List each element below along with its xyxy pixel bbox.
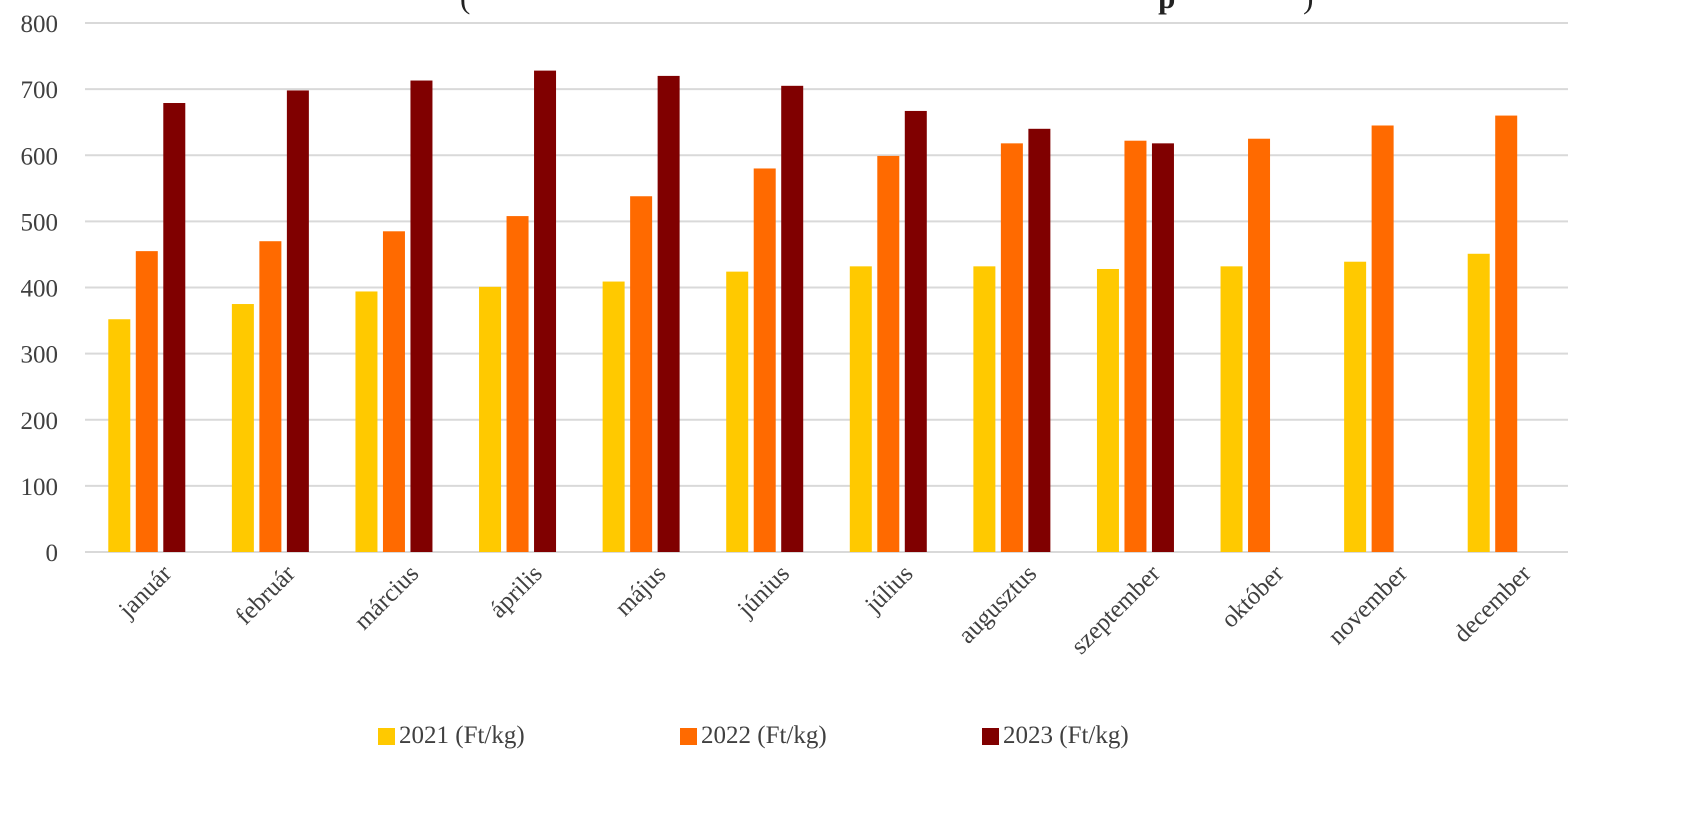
- bar-2022-2: [259, 241, 282, 552]
- bar-2023-1: [163, 103, 186, 552]
- legend-label-2021: 2021 (Ft/kg): [399, 722, 525, 749]
- x-category-label-9: szeptember: [1066, 560, 1166, 660]
- legend: 2021 (Ft/kg) 2022 (Ft/kg) 2023 (Ft/kg): [0, 722, 1685, 762]
- bar-2022-5: [630, 196, 653, 552]
- bar-2023-4: [534, 70, 557, 553]
- x-category-label-1: január: [113, 560, 177, 624]
- bar-2021-9: [1096, 268, 1119, 552]
- y-tick-label-600: 600: [21, 143, 59, 170]
- bar-2023-3: [410, 80, 433, 552]
- chart-title-bold: p: [1158, 0, 1175, 15]
- legend-label-2022: 2022 (Ft/kg): [701, 722, 827, 749]
- bar-2023-2: [286, 90, 309, 552]
- bar-2021-1: [108, 319, 131, 552]
- x-category-label-2: február: [230, 560, 301, 631]
- bar-2021-11: [1344, 261, 1367, 552]
- bar-2023-9: [1151, 143, 1174, 552]
- y-tick-label-800: 800: [21, 11, 59, 38]
- x-category-label-12: december: [1449, 560, 1537, 648]
- x-category-label-10: október: [1216, 560, 1290, 634]
- bar-2022-6: [753, 168, 776, 552]
- x-category-label-11: november: [1323, 560, 1413, 650]
- x-category-label-8: augusztus: [953, 560, 1042, 649]
- legend-swatch-2023: [982, 727, 999, 745]
- bar-2023-5: [657, 75, 680, 553]
- bar-2021-5: [602, 281, 625, 552]
- y-tick-label-300: 300: [21, 342, 59, 369]
- y-tick-label-200: 200: [21, 408, 59, 435]
- x-category-label-6: június: [732, 560, 795, 623]
- bar-2021-12: [1467, 253, 1490, 552]
- bar-2021-4: [479, 286, 502, 552]
- chart-title-prefix: (: [460, 0, 470, 15]
- gridlines: [85, 22, 1568, 553]
- bar-2021-3: [355, 291, 378, 552]
- y-tick-label-700: 700: [21, 77, 59, 104]
- bar-2022-1: [135, 251, 158, 552]
- bar-2021-2: [231, 304, 254, 552]
- y-tick-label-500: 500: [21, 209, 59, 236]
- x-category-label-5: május: [610, 560, 671, 621]
- bar-2022-12: [1495, 115, 1518, 552]
- bar-2022-9: [1124, 140, 1147, 552]
- legend-item-2021: 2021 (Ft/kg): [378, 722, 525, 750]
- bar-2023-6: [781, 85, 804, 552]
- y-axis-tick-labels: 0 100 200 300 400 500 600 700 800: [21, 11, 59, 567]
- bar-2021-7: [849, 266, 872, 552]
- bar-2023-8: [1028, 128, 1051, 553]
- bar-2022-3: [382, 231, 405, 552]
- bar-2022-7: [877, 155, 900, 552]
- x-axis-category-labels: január február március április május június jú…: [113, 560, 1537, 660]
- bar-2022-4: [506, 216, 529, 552]
- legend-item-2023: 2023 (Ft/kg): [982, 722, 1129, 750]
- bars: [108, 70, 1518, 553]
- bar-2022-10: [1248, 138, 1271, 552]
- y-tick-label-100: 100: [21, 474, 59, 501]
- legend-swatch-2021: [378, 727, 395, 745]
- x-category-label-3: március: [349, 560, 424, 635]
- bar-2022-11: [1371, 125, 1394, 553]
- x-category-label-4: április: [484, 560, 547, 623]
- bar-2022-8: [1000, 143, 1023, 552]
- y-tick-label-0: 0: [46, 540, 59, 567]
- legend-swatch-2022: [680, 727, 697, 745]
- chart-title: ( p ): [460, 0, 1313, 15]
- bar-2021-8: [973, 266, 996, 552]
- x-category-label-7: július: [859, 560, 918, 619]
- bar-2021-10: [1220, 266, 1243, 552]
- bar-2023-7: [904, 110, 927, 552]
- bar-2021-6: [726, 271, 749, 552]
- legend-item-2022: 2022 (Ft/kg): [680, 722, 827, 750]
- y-tick-label-400: 400: [21, 276, 59, 303]
- legend-label-2023: 2023 (Ft/kg): [1003, 722, 1129, 749]
- chart-title-suffix: ): [1303, 0, 1313, 15]
